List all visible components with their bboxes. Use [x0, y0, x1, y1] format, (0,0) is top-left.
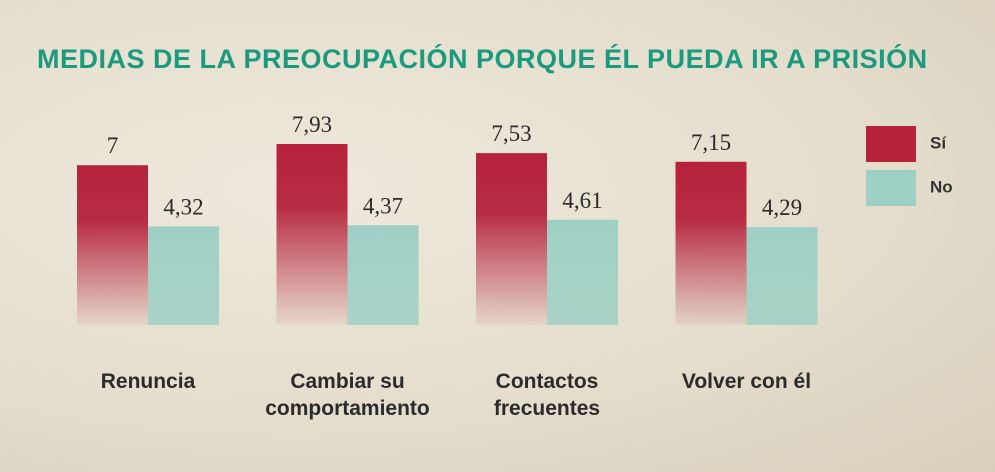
category-label: Renuncia	[100, 370, 196, 393]
legend-swatch	[866, 126, 916, 162]
bar	[675, 161, 747, 325]
value-label: 7,15	[691, 130, 731, 155]
category-label: Cambiar su comportamiento	[265, 370, 430, 420]
bar	[148, 226, 219, 325]
bar	[276, 144, 348, 325]
bar	[347, 225, 419, 325]
value-label: 7	[107, 133, 119, 158]
value-label: 7,93	[292, 112, 332, 137]
legend-swatch	[866, 170, 916, 206]
bar	[547, 219, 618, 325]
value-label: 4,37	[363, 193, 403, 218]
legend-label: Sí	[930, 133, 947, 152]
value-label: 4,32	[163, 194, 203, 219]
bar	[746, 227, 818, 325]
legend-label: No	[930, 177, 953, 196]
chart-title: MEDIAS DE LA PREOCUPACIÓN PORQUE ÉL PUED…	[37, 43, 928, 74]
bar	[476, 153, 547, 325]
category-label: Contactos frecuentes	[493, 370, 601, 420]
value-label: 7,53	[491, 121, 531, 146]
value-label: 4,29	[762, 195, 802, 220]
value-label: 4,61	[562, 188, 602, 213]
category-label: Volver con él	[681, 370, 812, 393]
bar	[77, 165, 148, 325]
